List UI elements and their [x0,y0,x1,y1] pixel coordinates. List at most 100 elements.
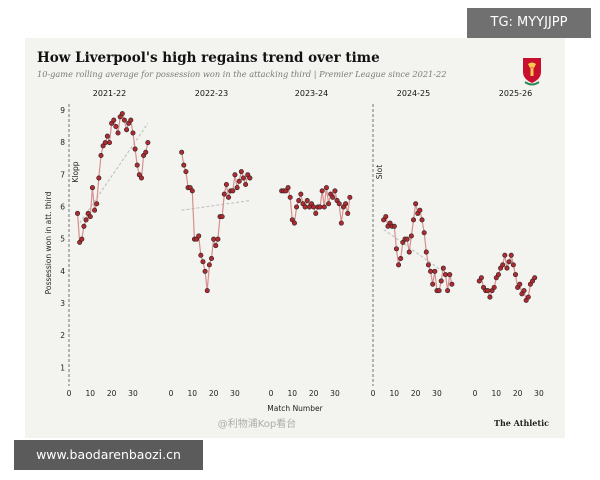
data-point [445,288,451,294]
data-point [298,191,304,197]
panel-2021-22: 2021-22 0 10 20 30 Klopp [67,89,151,398]
season-label: 2023-24 [295,89,328,98]
data-point [532,275,538,281]
data-point [393,246,399,252]
data-point [317,204,323,210]
trend-line [383,229,453,279]
data-point [81,223,87,229]
data-point [221,191,227,197]
data-point [413,201,419,207]
y-tick-label: 8 [60,138,65,147]
data-point [428,268,434,274]
x-tick-label: 10 [288,389,298,398]
y-tick-label: 2 [60,331,65,340]
data-point [419,217,425,223]
data-point [478,275,484,281]
data-point [347,194,353,200]
data-point [430,281,436,287]
data-point [83,217,89,223]
chart-canvas: How Liverpool's high regains trend over … [37,50,549,430]
data-point [425,262,431,268]
x-tick-label: 20 [209,389,219,398]
tg-watermark: TG: MYYJJPP [467,8,591,38]
x-tick-label: 10 [188,389,198,398]
y-tick-label: 5 [60,235,65,244]
data-point [423,249,429,255]
data-point [500,262,506,268]
data-point [440,265,446,271]
data-point [285,185,291,191]
data-point [219,214,225,220]
data-point [417,207,423,213]
data-point [102,140,108,146]
manager-annotation: Slot [375,165,384,179]
data-point [200,259,206,265]
x-tick-label: 20 [411,389,421,398]
data-point [181,162,187,168]
data-point [508,252,514,258]
season-label: 2021-22 [93,89,126,98]
data-point [495,272,501,278]
data-point [206,262,212,268]
data-point [92,207,98,213]
site-watermark: www.baodarenbaozi.cn [14,440,203,470]
data-point [183,169,189,175]
data-point [124,127,130,133]
data-point [521,288,527,294]
data-point [504,265,510,271]
season-label: 2022-23 [195,89,228,98]
data-point [404,236,410,242]
data-point [326,201,332,207]
data-point [336,201,342,207]
data-point [145,140,151,146]
data-point [517,281,523,287]
series-line [383,203,453,292]
x-tick-label: 0 [473,389,478,398]
data-point [132,146,138,152]
data-point [291,220,297,226]
data-point [398,255,404,261]
data-point [383,214,389,220]
data-point [121,117,127,123]
data-point [75,210,81,216]
data-point [226,194,232,200]
data-point [408,233,414,239]
y-axis-label: Possession won in att. third [44,191,53,294]
data-point [223,181,229,187]
data-point [89,185,95,191]
series-line [76,112,149,245]
x-tick-label: 30 [432,389,442,398]
x-tick-label: 30 [534,389,544,398]
data-point [313,210,319,216]
x-tick-label: 20 [107,389,117,398]
y-tick-label: 9 [60,106,65,115]
data-point [98,152,104,158]
data-point [330,194,336,200]
x-tick-label: 10 [492,389,502,398]
data-point [321,204,327,210]
data-point [113,124,119,130]
data-point [319,188,325,194]
season-label: 2025-26 [499,89,532,98]
data-point [236,178,242,184]
data-point [130,130,136,136]
x-tick-label: 0 [371,389,376,398]
x-tick-label: 20 [309,389,319,398]
liverpool-crest-icon [523,58,541,86]
data-point [525,294,531,300]
data-point [209,255,215,261]
data-point [243,181,249,187]
data-point [510,262,516,268]
x-tick-label: 30 [128,389,138,398]
data-point [79,236,85,242]
data-point [302,204,308,210]
chart-subtitle: 10-game rolling average for possession w… [37,69,446,79]
data-point [287,194,293,200]
data-point [215,236,221,242]
data-point [410,217,416,223]
data-point [104,133,110,139]
data-point [311,204,317,210]
overlay-watermark: @利物浦Kop看台 [218,417,297,430]
data-point [179,149,185,155]
data-point [506,259,512,265]
